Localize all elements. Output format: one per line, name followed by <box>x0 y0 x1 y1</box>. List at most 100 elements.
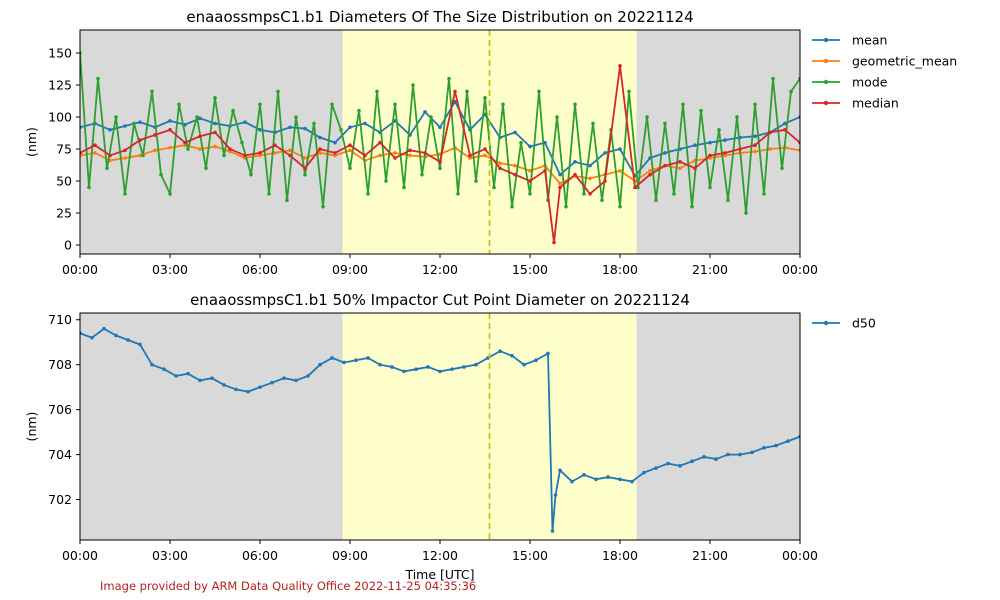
data-point-geometric_mean <box>393 151 397 155</box>
data-point-median <box>693 166 697 171</box>
data-point-mode <box>195 115 199 119</box>
data-point-geometric_mean <box>498 161 502 165</box>
data-point-median <box>573 172 577 177</box>
data-point-d50 <box>678 464 682 468</box>
data-point-mode <box>744 211 748 215</box>
legend-marker-d50 <box>823 320 829 326</box>
data-point-mean <box>618 147 622 151</box>
data-point-mode <box>681 102 685 107</box>
y-tick-label: 75 <box>56 142 72 157</box>
data-point-d50 <box>702 455 706 459</box>
data-point-mode <box>87 185 91 190</box>
data-point-median <box>318 147 322 151</box>
data-point-mode <box>366 192 370 196</box>
data-point-geometric_mean <box>558 181 562 186</box>
data-point-median <box>603 179 607 183</box>
data-point-d50 <box>474 362 478 367</box>
legend-label-d50: d50 <box>852 316 876 331</box>
data-point-d50 <box>402 369 406 374</box>
chart-title: enaaossmpsC1.b1 50% Impactor Cut Point D… <box>190 291 690 309</box>
x-tick-label: 03:00 <box>152 262 188 277</box>
data-point-d50 <box>282 376 286 380</box>
shade-night-0 <box>80 313 343 540</box>
data-point-median <box>198 134 202 139</box>
data-point-d50 <box>258 385 262 389</box>
data-point-mode <box>168 192 172 196</box>
data-point-mode <box>591 121 595 126</box>
data-point-mean <box>723 138 727 142</box>
data-point-mode <box>150 89 154 94</box>
legend-label-geometric_mean: geometric_mean <box>852 54 957 69</box>
data-point-d50 <box>270 380 274 385</box>
legend-marker-geometric_mean <box>823 58 829 64</box>
data-point-mode <box>501 102 505 107</box>
data-point-d50 <box>750 450 754 455</box>
data-point-mode <box>141 153 145 158</box>
legend-label-mode: mode <box>852 75 888 90</box>
data-point-median <box>228 147 232 151</box>
data-point-mode <box>384 179 388 183</box>
x-tick-label: 09:00 <box>332 262 368 277</box>
data-point-mode <box>303 172 307 177</box>
data-point-geometric_mean <box>333 153 337 158</box>
data-point-mean <box>663 151 667 155</box>
data-point-d50 <box>522 362 526 367</box>
legend-marker-mean <box>823 37 829 43</box>
legend-label-median: median <box>852 96 899 111</box>
data-point-d50 <box>438 369 442 374</box>
chart-panel-size-distribution: 00:00 03:00 06:00 09:00 12:00 15:00 18:00 21:00… <box>24 8 957 277</box>
data-point-geometric_mean <box>153 148 157 153</box>
data-point-geometric_mean <box>768 147 772 151</box>
data-point-mean <box>528 144 532 149</box>
x-tick-label: 15:00 <box>512 548 548 563</box>
data-point-mode <box>186 147 190 151</box>
data-point-median <box>543 169 547 173</box>
data-point-mode <box>339 128 343 132</box>
data-point-mode <box>285 198 289 203</box>
data-point-mode <box>474 179 478 183</box>
data-point-geometric_mean <box>198 147 202 151</box>
data-point-geometric_mean <box>678 166 682 171</box>
data-point-median <box>333 151 337 155</box>
data-point-d50 <box>630 479 634 484</box>
x-tick-label: 00:00 <box>782 548 818 563</box>
series-group <box>80 326 800 533</box>
data-point-mean <box>318 135 322 140</box>
data-point-mean <box>258 128 262 132</box>
chart-title: enaaossmpsC1.b1 Diameters Of The Size Di… <box>186 8 693 26</box>
data-point-d50 <box>366 356 370 360</box>
data-point-mode <box>294 115 298 119</box>
data-point-median <box>168 128 172 132</box>
data-point-d50 <box>90 335 94 340</box>
legend-marker-median <box>823 100 829 106</box>
data-point-median <box>483 147 487 151</box>
data-point-d50 <box>550 529 555 533</box>
data-point-mode <box>762 192 766 196</box>
data-point-d50 <box>102 326 106 331</box>
data-point-mode <box>204 166 208 171</box>
data-point-mode <box>429 115 433 119</box>
data-point-geometric_mean <box>513 163 517 168</box>
data-point-median <box>588 192 592 196</box>
data-point-median <box>378 140 382 145</box>
data-point-d50 <box>726 452 730 457</box>
data-point-geometric_mean <box>618 169 622 173</box>
data-point-mode <box>348 166 352 171</box>
data-point-mode <box>555 115 559 119</box>
data-point-d50 <box>762 446 766 450</box>
data-point-mode <box>492 185 496 190</box>
data-point-mode <box>528 192 532 196</box>
x-tick-label: 06:00 <box>242 548 278 563</box>
data-point-mode <box>699 108 703 113</box>
data-point-mode <box>645 115 649 119</box>
data-point-mode <box>375 89 379 94</box>
data-point-geometric_mean <box>213 144 217 149</box>
data-point-mode <box>132 121 136 126</box>
data-point-mean <box>708 140 712 145</box>
data-point-d50 <box>414 367 418 371</box>
data-point-mean <box>513 130 517 135</box>
data-point-median <box>438 160 442 164</box>
data-point-d50 <box>606 475 610 479</box>
data-point-mode <box>213 96 217 100</box>
